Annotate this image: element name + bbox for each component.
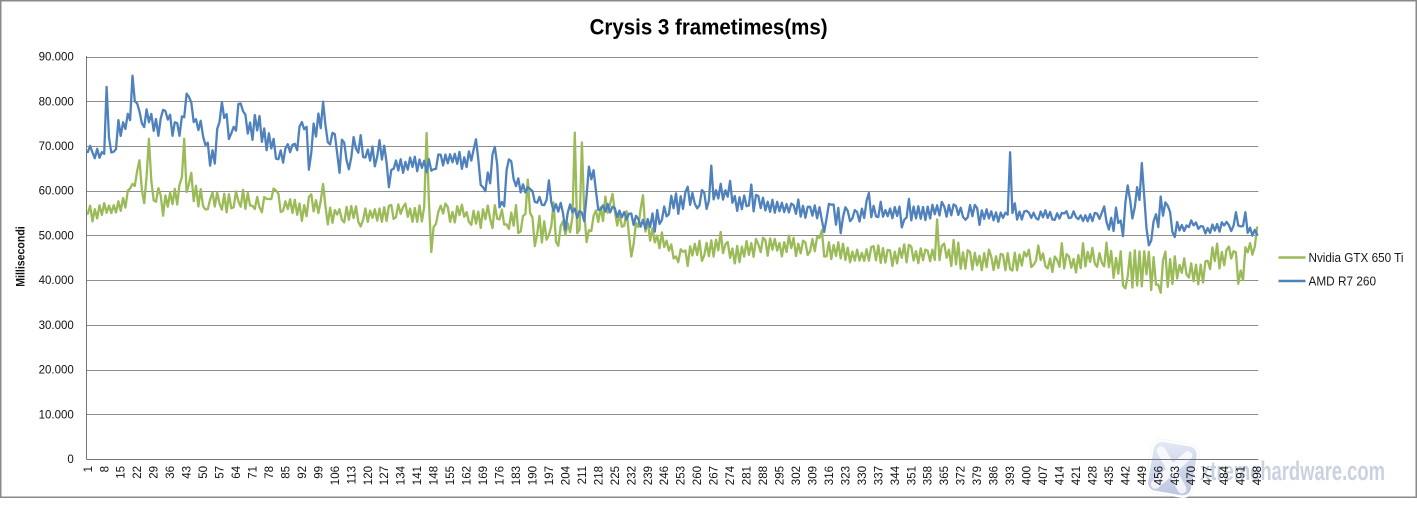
svg-text:xtremehardware.com: xtremehardware.com — [1200, 456, 1385, 486]
svg-text:113: 113 — [346, 466, 358, 484]
svg-text:449: 449 — [1137, 466, 1149, 485]
svg-text:127: 127 — [379, 466, 391, 485]
svg-text:155: 155 — [445, 466, 457, 485]
svg-text:8: 8 — [99, 466, 111, 472]
svg-text:190: 190 — [527, 466, 539, 485]
svg-text:477: 477 — [1203, 466, 1215, 485]
svg-text:0: 0 — [67, 454, 73, 466]
svg-text:281: 281 — [742, 466, 754, 485]
svg-text:43: 43 — [182, 466, 194, 479]
svg-text:316: 316 — [824, 466, 836, 485]
svg-text:78: 78 — [264, 466, 276, 479]
svg-text:498: 498 — [1252, 466, 1264, 485]
svg-text:232: 232 — [626, 466, 638, 485]
svg-text:141: 141 — [412, 466, 424, 485]
svg-text:470: 470 — [1186, 466, 1198, 485]
svg-text:57: 57 — [215, 466, 227, 479]
svg-text:295: 295 — [775, 466, 787, 485]
svg-text:176: 176 — [495, 466, 507, 485]
svg-text:358: 358 — [923, 466, 935, 485]
svg-text:29: 29 — [149, 466, 161, 479]
svg-text:309: 309 — [807, 466, 819, 485]
svg-text:10.000: 10.000 — [39, 409, 74, 421]
svg-text:428: 428 — [1087, 466, 1099, 485]
svg-text:148: 148 — [429, 466, 441, 485]
svg-text:120: 120 — [363, 466, 375, 485]
svg-text:421: 421 — [1071, 466, 1083, 485]
svg-text:253: 253 — [676, 466, 688, 485]
svg-text:393: 393 — [1005, 466, 1017, 485]
svg-text:169: 169 — [478, 466, 490, 485]
svg-text:134: 134 — [396, 465, 408, 485]
svg-text:323: 323 — [840, 466, 852, 485]
svg-text:183: 183 — [511, 466, 523, 485]
svg-text:330: 330 — [857, 466, 869, 485]
svg-text:484: 484 — [1219, 465, 1231, 485]
svg-text:106: 106 — [330, 466, 342, 485]
svg-text:85: 85 — [280, 466, 292, 479]
svg-text:274: 274 — [725, 465, 737, 485]
svg-text:218: 218 — [593, 466, 605, 485]
svg-text:15: 15 — [116, 466, 128, 479]
svg-text:92: 92 — [297, 466, 309, 479]
svg-text:463: 463 — [1170, 466, 1182, 485]
svg-text:90.000: 90.000 — [39, 52, 74, 64]
svg-text:80.000: 80.000 — [39, 96, 74, 108]
svg-text:162: 162 — [462, 466, 474, 485]
svg-text:386: 386 — [989, 466, 1001, 485]
svg-text:Millisecondi: Millisecondi — [16, 226, 28, 287]
svg-text:239: 239 — [643, 466, 655, 485]
svg-text:288: 288 — [758, 466, 770, 485]
svg-text:435: 435 — [1104, 466, 1116, 485]
svg-text:351: 351 — [906, 466, 918, 485]
svg-text:400: 400 — [1022, 466, 1034, 485]
svg-text:491: 491 — [1236, 466, 1248, 485]
svg-text:344: 344 — [890, 465, 902, 485]
svg-text:197: 197 — [544, 466, 556, 485]
svg-text:50.000: 50.000 — [39, 230, 74, 242]
svg-text:AMD R7 260: AMD R7 260 — [1309, 274, 1377, 288]
svg-text:407: 407 — [1038, 466, 1050, 485]
svg-text:60.000: 60.000 — [39, 186, 74, 198]
svg-text:30.000: 30.000 — [39, 320, 74, 332]
svg-text:50: 50 — [198, 466, 210, 479]
svg-text:40.000: 40.000 — [39, 275, 74, 287]
svg-text:Crysis 3 frametimes(ms): Crysis 3 frametimes(ms) — [590, 15, 828, 40]
svg-text:70.000: 70.000 — [39, 141, 74, 153]
svg-text:456: 456 — [1153, 466, 1165, 485]
svg-text:99: 99 — [313, 466, 325, 479]
svg-text:246: 246 — [659, 466, 671, 485]
svg-text:337: 337 — [873, 466, 885, 485]
svg-text:36: 36 — [165, 466, 177, 479]
svg-text:372: 372 — [956, 466, 968, 485]
svg-text:365: 365 — [939, 466, 951, 485]
svg-text:379: 379 — [972, 466, 984, 485]
svg-text:414: 414 — [1054, 465, 1066, 485]
svg-text:260: 260 — [692, 466, 704, 485]
svg-text:20.000: 20.000 — [39, 365, 74, 377]
svg-text:Nvidia GTX 650 Ti: Nvidia GTX 650 Ti — [1309, 251, 1404, 265]
svg-text:1: 1 — [83, 466, 95, 472]
svg-text:302: 302 — [791, 466, 803, 485]
svg-text:22: 22 — [132, 466, 144, 479]
svg-text:64: 64 — [231, 465, 243, 478]
svg-text:267: 267 — [709, 466, 721, 485]
svg-text:211: 211 — [577, 466, 589, 484]
svg-text:225: 225 — [610, 466, 622, 485]
svg-text:204: 204 — [560, 465, 572, 485]
svg-text:71: 71 — [247, 466, 259, 479]
svg-text:442: 442 — [1120, 466, 1132, 485]
